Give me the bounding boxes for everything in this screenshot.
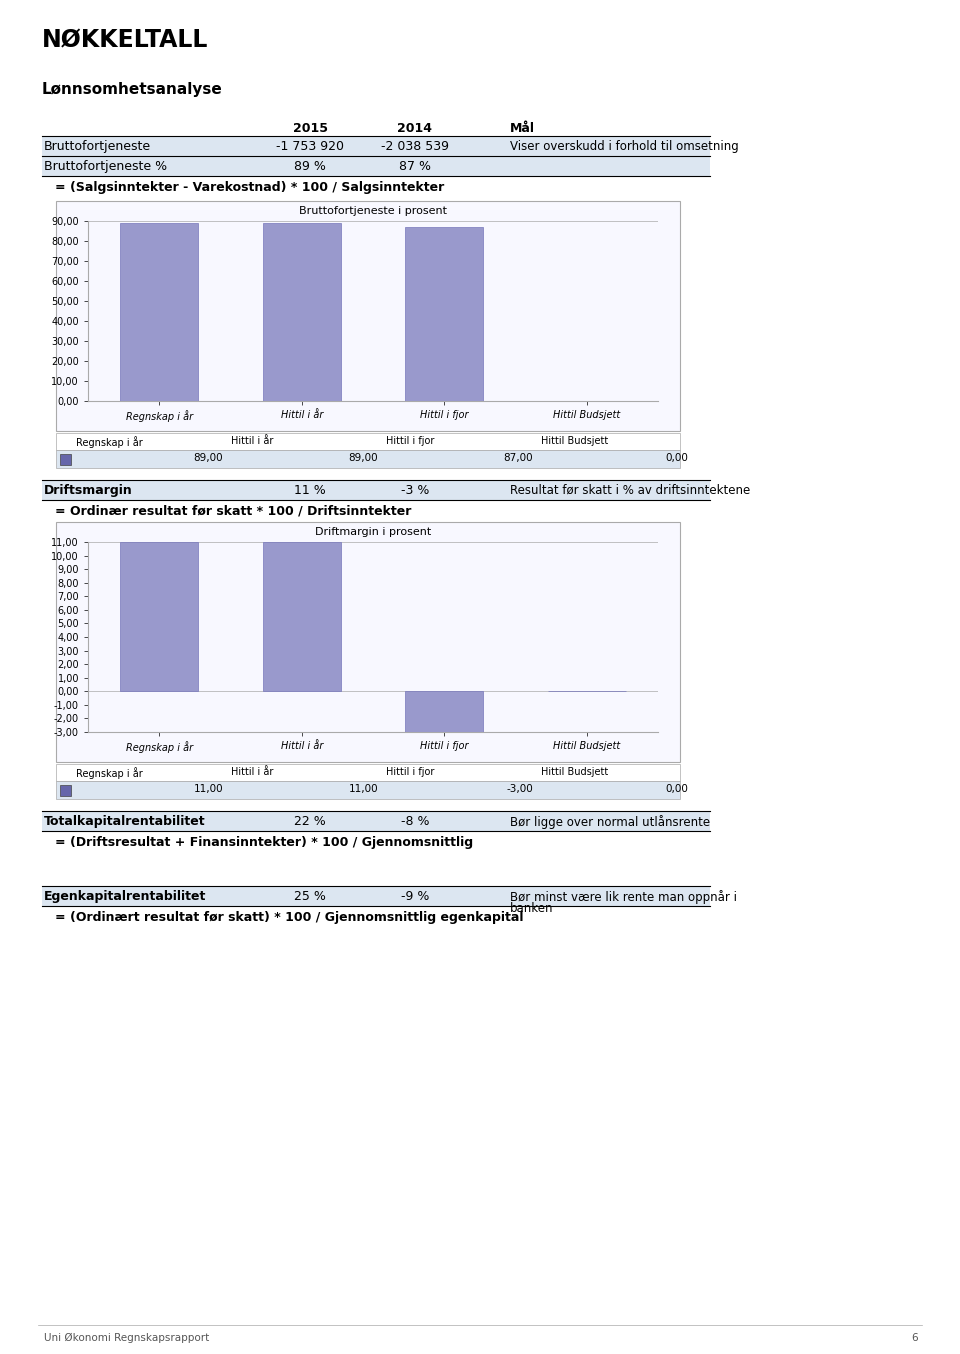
Text: -9 %: -9 % (401, 890, 429, 903)
Bar (42, 811, 710, 831)
Text: 2015: 2015 (293, 122, 327, 135)
Text: 0,00: 0,00 (665, 784, 688, 793)
Text: -1 753 920: -1 753 920 (276, 139, 344, 153)
Bar (56, 781, 680, 799)
Text: = Ordinær resultat før skatt * 100 / Driftsinntekter: = Ordinær resultat før skatt * 100 / Dri… (55, 505, 412, 519)
Bar (42, 135, 710, 156)
Bar (56, 764, 680, 781)
Title: Bruttofortjeneste i prosent: Bruttofortjeneste i prosent (299, 206, 447, 217)
Text: 89,00: 89,00 (193, 454, 223, 463)
Bar (405, 692, 484, 733)
Bar (42, 481, 710, 500)
Bar (405, 227, 484, 401)
Text: Totalkapitalrentabilitet: Totalkapitalrentabilitet (44, 815, 205, 829)
Text: -3 %: -3 % (401, 483, 429, 497)
Text: 22 %: 22 % (294, 815, 325, 829)
Text: 2014: 2014 (397, 122, 433, 135)
Bar (263, 223, 341, 401)
Text: Hittil i år: Hittil i år (231, 436, 274, 445)
Text: 11,00: 11,00 (348, 784, 378, 793)
Text: Hittil i år: Hittil i år (231, 766, 274, 777)
Text: Bør minst være lik rente man oppnår i: Bør minst være lik rente man oppnår i (510, 890, 737, 904)
Text: Bør ligge over normal utlånsrente: Bør ligge over normal utlånsrente (510, 815, 710, 829)
Text: -8 %: -8 % (400, 815, 429, 829)
Text: Lønnsomhetsanalyse: Lønnsomhetsanalyse (42, 83, 223, 97)
Text: = (Ordinært resultat før skatt) * 100 / Gjennomsnittlig egenkapital: = (Ordinært resultat før skatt) * 100 / … (55, 911, 523, 923)
Text: 6: 6 (911, 1332, 918, 1343)
Text: Bruttofortjeneste: Bruttofortjeneste (44, 139, 151, 153)
Text: = (Salgsinntekter - Varekostnad) * 100 / Salgsinntekter: = (Salgsinntekter - Varekostnad) * 100 /… (55, 181, 444, 194)
Text: 25 %: 25 % (294, 890, 326, 903)
Bar (120, 223, 199, 401)
Bar (42, 886, 710, 906)
Text: Hittil i fjor: Hittil i fjor (386, 766, 434, 777)
Bar (56, 450, 680, 468)
Text: 89 %: 89 % (294, 160, 326, 173)
Text: Regnskap i år: Regnskap i år (76, 766, 143, 779)
Text: Hittil i fjor: Hittil i fjor (386, 436, 434, 445)
Text: Viser overskudd i forhold til omsetning: Viser overskudd i forhold til omsetning (510, 139, 739, 153)
Text: Hittil Budsjett: Hittil Budsjett (541, 766, 609, 777)
Text: Egenkapitalrentabilitet: Egenkapitalrentabilitet (44, 890, 206, 903)
Text: Driftsmargin: Driftsmargin (44, 483, 132, 497)
Bar (120, 542, 199, 692)
Bar (56, 200, 680, 431)
Text: = (Driftsresultat + Finansinntekter) * 100 / Gjennomsnittlig: = (Driftsresultat + Finansinntekter) * 1… (55, 835, 473, 849)
Bar (42, 156, 710, 176)
Bar (56, 523, 680, 762)
Text: Mål: Mål (510, 122, 535, 135)
Text: Uni Økonomi Regnskapsrapport: Uni Økonomi Regnskapsrapport (44, 1332, 209, 1343)
Bar (60, 454, 71, 464)
Title: Driftmargin i prosent: Driftmargin i prosent (315, 527, 431, 538)
Text: -2 038 539: -2 038 539 (381, 139, 449, 153)
Text: 87 %: 87 % (399, 160, 431, 173)
Text: 11 %: 11 % (294, 483, 325, 497)
Text: Bruttofortjeneste %: Bruttofortjeneste % (44, 160, 167, 173)
Text: 11,00: 11,00 (193, 784, 223, 793)
Text: Resultat før skatt i % av driftsinntektene: Resultat før skatt i % av driftsinntekte… (510, 483, 751, 497)
Bar (263, 542, 341, 692)
Bar (56, 433, 680, 450)
Text: -3,00: -3,00 (506, 784, 533, 793)
Text: Hittil Budsjett: Hittil Budsjett (541, 436, 609, 445)
Text: Regnskap i år: Regnskap i år (76, 436, 143, 448)
Text: NØKKELTALL: NØKKELTALL (42, 28, 208, 51)
Bar (60, 785, 71, 796)
Text: banken: banken (510, 902, 554, 915)
Text: 87,00: 87,00 (503, 454, 533, 463)
Text: 89,00: 89,00 (348, 454, 378, 463)
Text: 0,00: 0,00 (665, 454, 688, 463)
